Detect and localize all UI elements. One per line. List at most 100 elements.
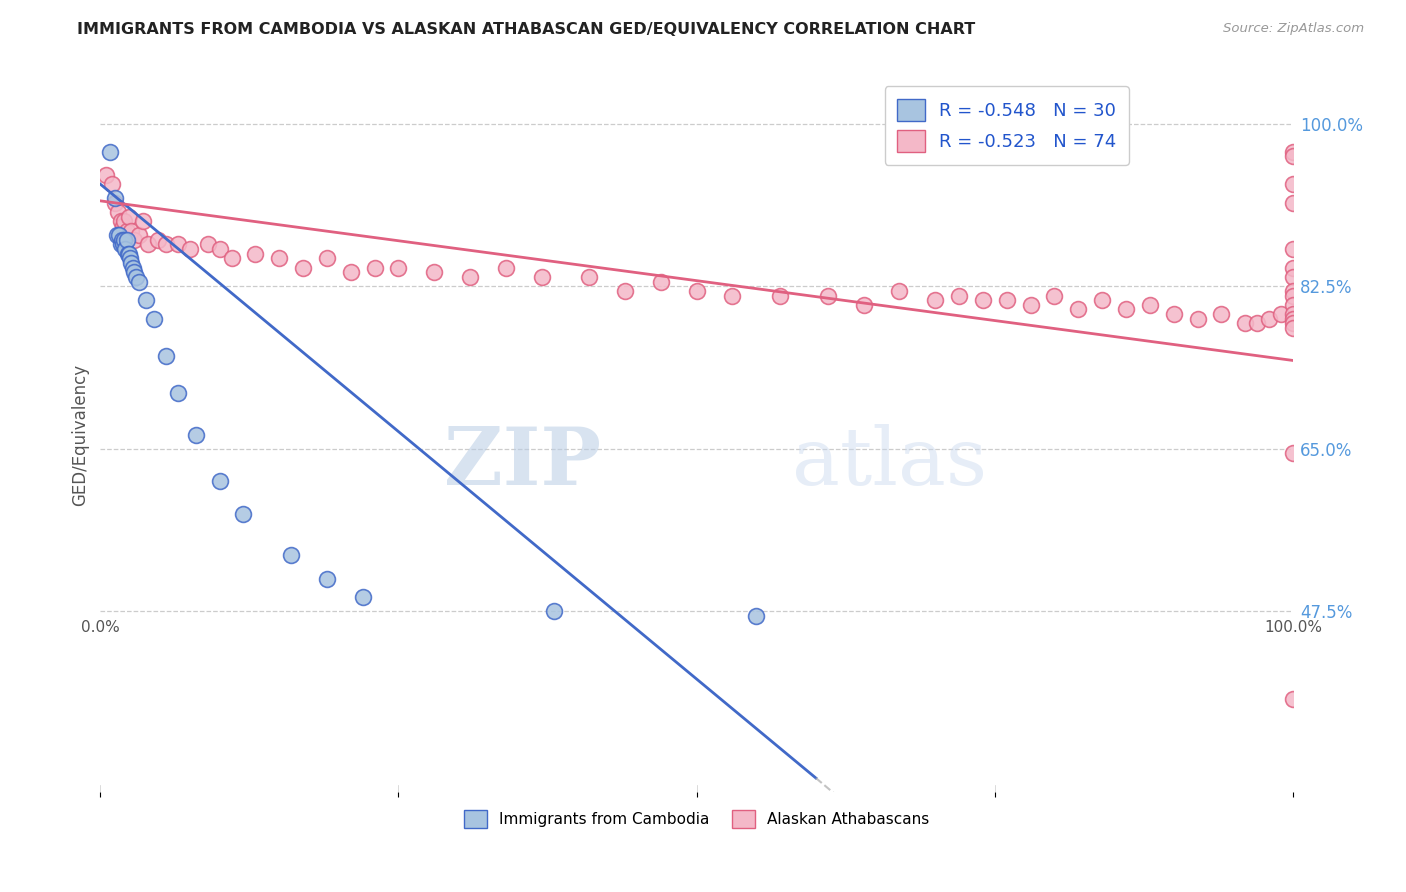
Point <box>108 228 131 243</box>
Point <box>122 233 145 247</box>
Point <box>1282 307 1305 321</box>
Point <box>1211 307 1233 321</box>
Text: 100.0%: 100.0% <box>1264 621 1322 635</box>
Point <box>110 237 132 252</box>
Point <box>769 288 792 302</box>
Point <box>1258 311 1281 326</box>
Point <box>316 252 339 266</box>
Point <box>423 265 446 279</box>
Point <box>121 260 143 275</box>
Point <box>120 252 142 266</box>
Point <box>105 228 128 243</box>
Point <box>1115 302 1137 317</box>
Point <box>179 242 201 256</box>
Point <box>578 269 600 284</box>
Point <box>125 269 148 284</box>
Point <box>269 252 291 266</box>
Point <box>110 214 132 228</box>
Point <box>111 219 134 233</box>
Point <box>120 223 142 237</box>
Point <box>101 177 124 191</box>
Point <box>817 288 839 302</box>
Point <box>128 228 150 243</box>
Point <box>280 549 302 563</box>
Point <box>458 269 481 284</box>
Point <box>208 474 231 488</box>
Point <box>1019 298 1042 312</box>
Point <box>1187 311 1209 326</box>
Point <box>111 233 134 247</box>
Point <box>115 233 138 247</box>
Point <box>128 275 150 289</box>
Point <box>948 288 970 302</box>
Legend: Immigrants from Cambodia, Alaskan Athabascans: Immigrants from Cambodia, Alaskan Athaba… <box>457 804 935 834</box>
Point <box>1091 293 1114 307</box>
Point <box>387 260 409 275</box>
Point <box>135 293 157 307</box>
Point <box>112 233 135 247</box>
Point <box>352 590 374 604</box>
Point <box>1067 302 1090 317</box>
Point <box>1282 269 1305 284</box>
Point <box>1043 288 1066 302</box>
Point <box>136 237 159 252</box>
Point <box>107 205 129 219</box>
Point <box>208 242 231 256</box>
Point <box>1282 149 1305 163</box>
Point <box>339 265 361 279</box>
Point <box>167 386 190 401</box>
Point <box>1282 298 1305 312</box>
Text: IMMIGRANTS FROM CAMBODIA VS ALASKAN ATHABASCAN GED/EQUIVALENCY CORRELATION CHART: IMMIGRANTS FROM CAMBODIA VS ALASKAN ATHA… <box>77 22 976 37</box>
Point <box>1282 311 1305 326</box>
Point <box>1282 316 1305 330</box>
Point <box>1282 177 1305 191</box>
Point <box>98 145 121 159</box>
Point <box>111 237 134 252</box>
Point <box>96 168 118 182</box>
Text: ZIP: ZIP <box>444 425 602 502</box>
Point <box>1282 195 1305 210</box>
Point <box>114 242 136 256</box>
Point <box>167 237 190 252</box>
Point <box>995 293 1018 307</box>
Point <box>120 256 142 270</box>
Point <box>1163 307 1185 321</box>
Point <box>221 252 243 266</box>
Point <box>1282 145 1305 159</box>
Point <box>1282 692 1305 706</box>
Point <box>117 246 139 260</box>
Point <box>972 293 994 307</box>
Point <box>132 214 155 228</box>
Point <box>530 269 553 284</box>
Point <box>1282 284 1305 298</box>
Point <box>115 223 138 237</box>
Point <box>1234 316 1257 330</box>
Point <box>118 210 141 224</box>
Y-axis label: GED/Equivalency: GED/Equivalency <box>72 364 89 506</box>
Point <box>543 604 565 618</box>
Point <box>155 237 177 252</box>
Point <box>197 237 219 252</box>
Point <box>1282 321 1305 335</box>
Point <box>104 191 127 205</box>
Point <box>232 507 254 521</box>
Text: Source: ZipAtlas.com: Source: ZipAtlas.com <box>1223 22 1364 36</box>
Point <box>495 260 517 275</box>
Text: 0.0%: 0.0% <box>82 621 120 635</box>
Point <box>292 260 315 275</box>
Point <box>1282 288 1305 302</box>
Point <box>112 214 135 228</box>
Point <box>685 284 707 298</box>
Point <box>143 311 166 326</box>
Point <box>924 293 946 307</box>
Point <box>363 260 385 275</box>
Point <box>184 427 207 442</box>
Point <box>104 195 127 210</box>
Point <box>1282 242 1305 256</box>
Point <box>721 288 744 302</box>
Point <box>146 233 169 247</box>
Point <box>852 298 875 312</box>
Point <box>889 284 911 298</box>
Point <box>614 284 637 298</box>
Point <box>118 246 141 260</box>
